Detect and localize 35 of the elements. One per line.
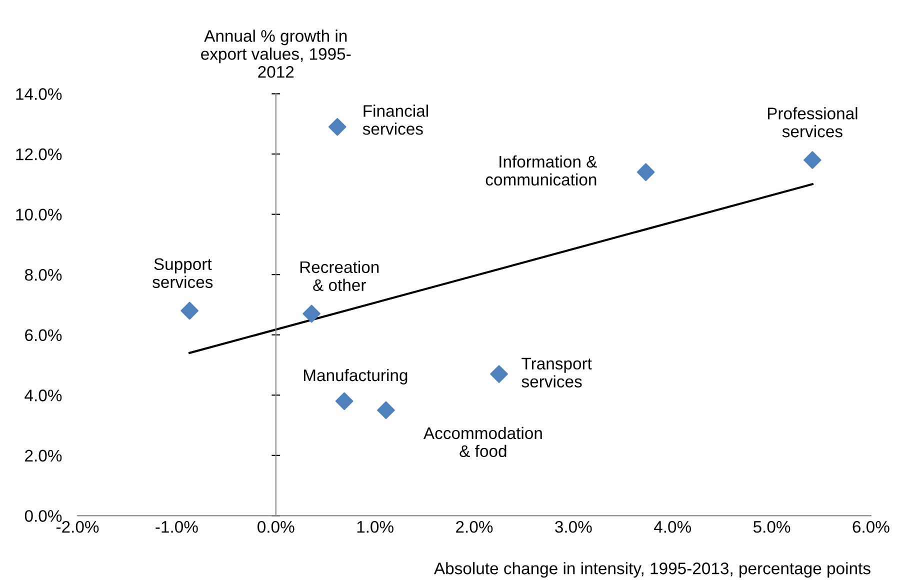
annotation: Support services <box>152 258 213 288</box>
point <box>180 302 199 320</box>
y-tick-label: 2.0% <box>25 450 62 462</box>
y-tick-label: 12.0% <box>16 148 62 160</box>
y-tick-label: 10.0% <box>16 208 62 221</box>
point <box>636 163 655 182</box>
y-tick-label: 8.0% <box>24 268 62 281</box>
annotation: Professional services <box>768 107 858 138</box>
y-tick-label: 6.0% <box>25 329 62 342</box>
y-tick-label: 0.0% <box>24 510 62 522</box>
x-tick-label: 4.0% <box>654 520 691 533</box>
annotation: Recreation & other <box>300 260 379 292</box>
point <box>377 401 395 420</box>
x-tick-label: 5.0% <box>753 520 790 533</box>
x-tick-label: 2.0% <box>456 520 493 533</box>
annotation: Transport services <box>522 358 592 388</box>
annotation: Information & communication <box>486 155 597 186</box>
x-tick-label: -2.0% <box>56 520 99 533</box>
point <box>804 151 822 169</box>
point <box>490 365 508 383</box>
point <box>328 118 346 136</box>
x-tick-label: -1.0% <box>156 520 198 533</box>
annotation: Manufacturing <box>304 368 408 384</box>
x-tick-label: 3.0% <box>555 520 592 533</box>
x-tick-label: 1.0% <box>357 520 394 533</box>
y-tick-label: 14.0% <box>16 88 62 100</box>
annotation: Accommodation & food <box>423 426 542 458</box>
x-tick-label: 6.0% <box>852 520 890 533</box>
annotation: Financial services <box>362 104 428 135</box>
y-tick-label: 4.0% <box>24 390 62 402</box>
point <box>302 304 320 323</box>
y-axis-title: Annual % growth in export values, 1995- 2012 <box>201 30 351 78</box>
point <box>335 392 354 410</box>
x-axis-title: Absolute change in intensity, 1995-2013, percentage points <box>434 562 870 578</box>
x-tick-label: 0.0% <box>258 520 294 533</box>
